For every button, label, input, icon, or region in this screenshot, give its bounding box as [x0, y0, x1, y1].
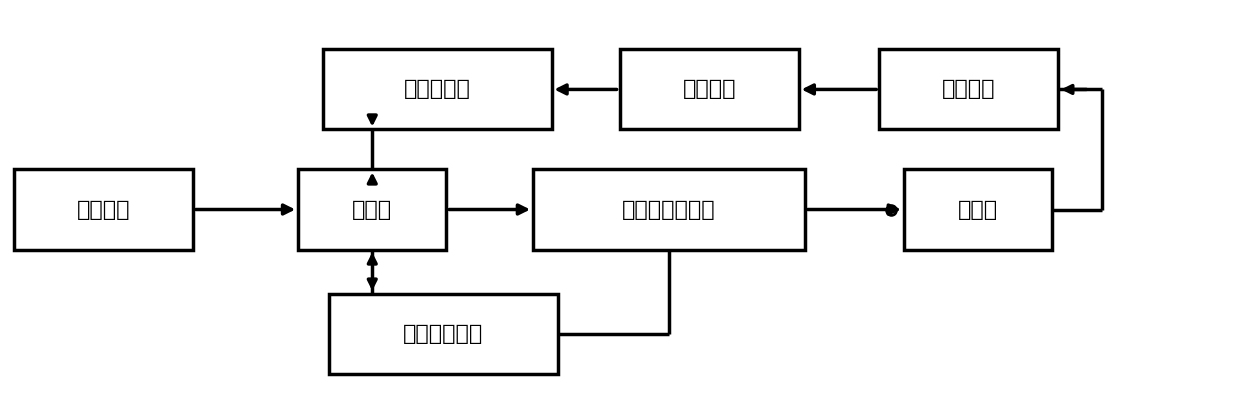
- Text: 永磁同步电动机: 永磁同步电动机: [622, 199, 716, 220]
- Bar: [533, 170, 805, 249]
- Text: 减速器: 减速器: [958, 199, 999, 220]
- Text: 压力传感器: 压力传感器: [404, 79, 471, 100]
- Bar: [903, 170, 1052, 249]
- Text: 变频器: 变频器: [352, 199, 393, 220]
- Text: 交流电源: 交流电源: [77, 199, 130, 220]
- Bar: [330, 293, 558, 374]
- Text: 乳化液泵: 乳化液泵: [942, 79, 995, 100]
- Bar: [14, 170, 193, 249]
- Text: 冷却循环系统: 冷却循环系统: [403, 324, 483, 344]
- Text: 供液管道: 供液管道: [683, 79, 736, 100]
- Bar: [299, 170, 446, 249]
- Bar: [323, 50, 551, 129]
- Bar: [620, 50, 799, 129]
- Bar: [880, 50, 1058, 129]
